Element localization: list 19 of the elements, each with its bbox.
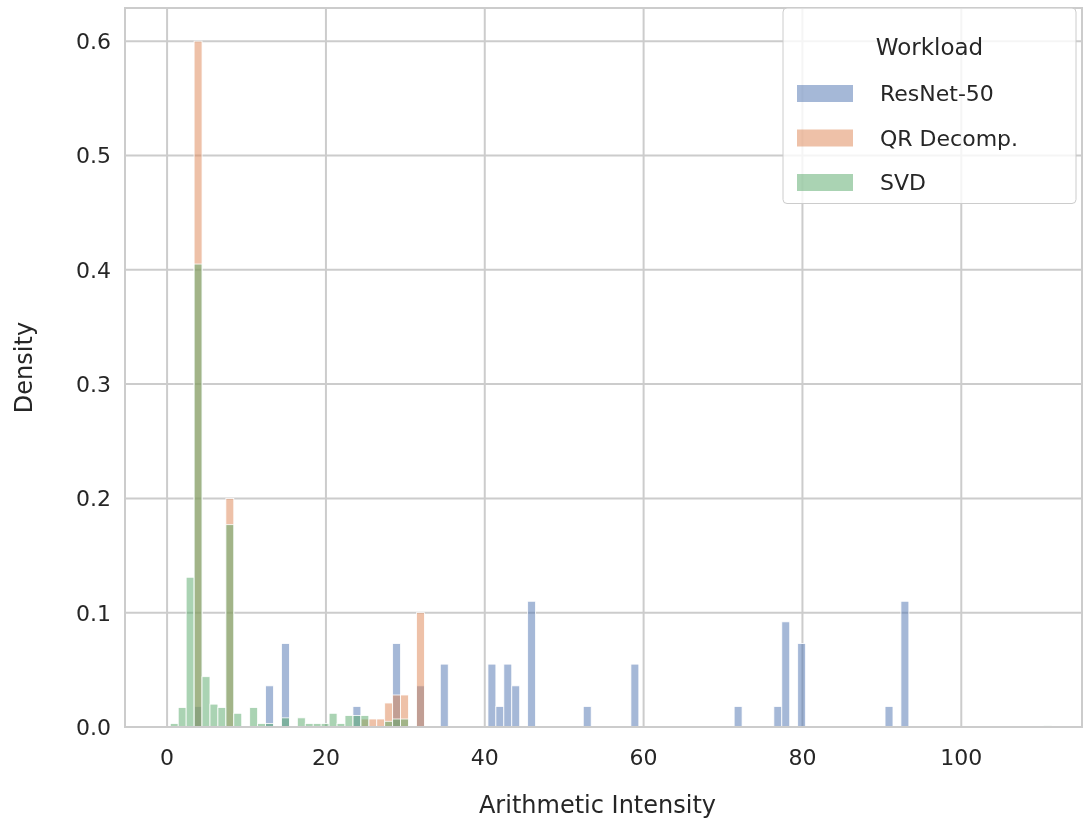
x-axis-title: Arithmetic Intensity <box>478 791 717 819</box>
legend-label: QR Decomp. <box>880 125 1019 151</box>
y-tick-label: 0.2 <box>76 486 111 512</box>
x-tick-label: 60 <box>629 745 658 770</box>
y-tick-label: 0.4 <box>76 257 111 283</box>
y-tick-label: 0.1 <box>76 600 111 626</box>
legend-label: ResNet-50 <box>880 81 994 106</box>
y-tick-label: 0.6 <box>76 29 111 55</box>
y-axis-title: Density <box>10 321 38 414</box>
y-tick-label: 0.3 <box>76 372 111 398</box>
x-tick-label: 0 <box>160 745 175 770</box>
x-tick-label: 100 <box>940 745 983 770</box>
x-tick-label: 40 <box>470 745 499 770</box>
x-tick-label: 80 <box>788 745 817 770</box>
y-tick-label: 0.5 <box>76 143 111 169</box>
x-tick-label: 20 <box>311 745 340 770</box>
legend-label: SVD <box>880 170 926 195</box>
legend-title: Workload <box>875 34 984 60</box>
y-tick-label: 0.0 <box>76 715 111 740</box>
